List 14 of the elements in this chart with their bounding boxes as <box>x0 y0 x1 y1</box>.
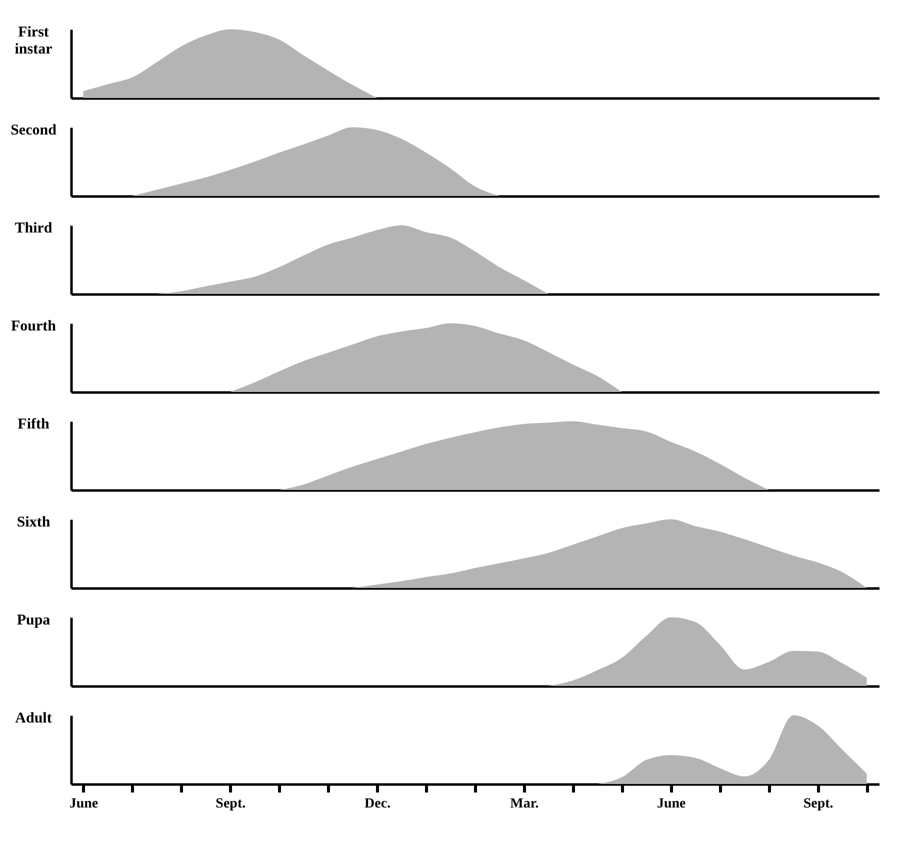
x-tick-label: Sept. <box>216 796 246 812</box>
y-axis-title: First instar <box>14 24 53 58</box>
x-tick-label: Mar. <box>510 796 539 812</box>
y-axis-title: Third <box>14 220 53 236</box>
x-tick-label: Sept. <box>803 796 834 812</box>
y-axis-title: Pupa <box>16 612 51 628</box>
x-tick-label: June <box>656 796 686 812</box>
y-axis-title: Sixth <box>16 514 51 530</box>
x-tick-label: June <box>69 796 98 812</box>
y-axis-title: Second <box>10 122 58 138</box>
y-axis-title: Fourth <box>11 318 57 334</box>
y-axis-title: Adult <box>15 710 52 726</box>
y-axis-title: Fifth <box>18 416 50 432</box>
x-tick-label: Dec. <box>364 796 391 812</box>
